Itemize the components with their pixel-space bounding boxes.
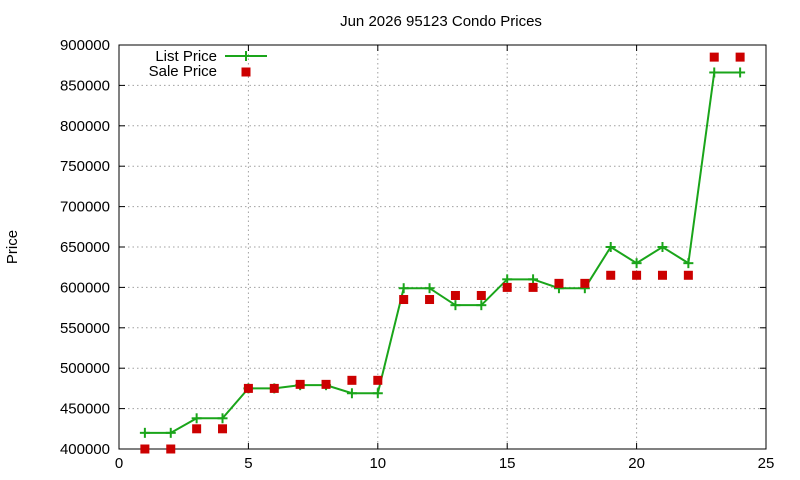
y-tick-label: 800000 (60, 118, 110, 135)
sale-price-point (347, 375, 357, 385)
sale-price-point (606, 270, 616, 280)
sale-price-point (166, 444, 176, 454)
legend-label-list-price: List Price (155, 48, 217, 65)
list-price-point (735, 67, 746, 78)
legend: List Price Sale Price (149, 48, 267, 80)
sale-price-point (218, 424, 228, 434)
sale-price-point (399, 295, 409, 305)
sale-price-point (269, 383, 279, 393)
sale-price-point (321, 379, 331, 389)
y-tick-label: 400000 (60, 441, 110, 458)
legend-marker-sale-price (241, 67, 251, 77)
list-price-point (372, 388, 383, 399)
y-tick-label: 600000 (60, 279, 110, 296)
list-price-point (165, 427, 176, 438)
list-price-point (450, 300, 461, 311)
x-tick-label: 0 (115, 455, 123, 472)
series-layer (139, 52, 746, 454)
x-tick-label: 10 (369, 455, 386, 472)
sale-price-point (709, 52, 719, 62)
sale-price-point (632, 270, 642, 280)
sale-price-point (735, 52, 745, 62)
list-price-point (657, 242, 668, 252)
y-tick-label: 500000 (60, 360, 110, 377)
y-axis-ticks: 400000 450000 500000 550000 600000 650000 7000… (60, 37, 766, 458)
list-price-point (191, 413, 202, 424)
sale-price-point (683, 270, 693, 280)
y-tick-label: 900000 (60, 37, 110, 54)
x-tick-label: 15 (499, 455, 516, 472)
sale-price-point (295, 379, 305, 389)
list-price-point (476, 300, 487, 311)
sale-price-point (425, 295, 435, 305)
sale-price-point (476, 290, 486, 300)
sale-price-point (528, 282, 538, 292)
sale-price-point (502, 282, 512, 292)
sale-price-point (373, 375, 383, 385)
chart-title: Jun 2026 95123 Condo Prices (340, 13, 542, 30)
legend-marker-list-price (241, 51, 251, 61)
y-axis-label: Price (4, 230, 21, 264)
x-tick-label: 20 (628, 455, 645, 472)
x-tick-label: 5 (244, 455, 252, 472)
y-tick-label: 450000 (60, 401, 110, 418)
sale-price-point (450, 290, 460, 300)
x-tick-label: 25 (758, 455, 775, 472)
series-line-list-price (144, 71, 741, 434)
y-tick-label: 700000 (60, 199, 110, 216)
list-price-point (528, 274, 539, 285)
list-price-point (709, 67, 720, 78)
list-price-point (217, 413, 228, 424)
sale-price-point (192, 424, 202, 434)
list-price-point (139, 427, 150, 438)
list-price-point (424, 283, 435, 294)
legend-label-sale-price: Sale Price (149, 63, 217, 80)
sale-price-point (243, 383, 253, 393)
y-tick-label: 550000 (60, 320, 110, 337)
list-price-point (631, 258, 642, 269)
y-tick-label: 850000 (60, 77, 110, 94)
sale-price-point (657, 270, 667, 280)
sale-price-point (140, 444, 150, 454)
list-price-point (502, 274, 513, 285)
x-axis-ticks: 0 5 10 15 20 25 (115, 45, 775, 472)
sale-price-point (554, 278, 564, 288)
grid (119, 45, 766, 449)
list-price-point (683, 258, 694, 269)
y-tick-label: 650000 (60, 239, 110, 256)
sale-price-point (580, 278, 590, 288)
list-price-point (346, 388, 357, 399)
list-price-point (605, 242, 616, 252)
list-price-point (398, 283, 409, 294)
y-tick-label: 750000 (60, 158, 110, 175)
